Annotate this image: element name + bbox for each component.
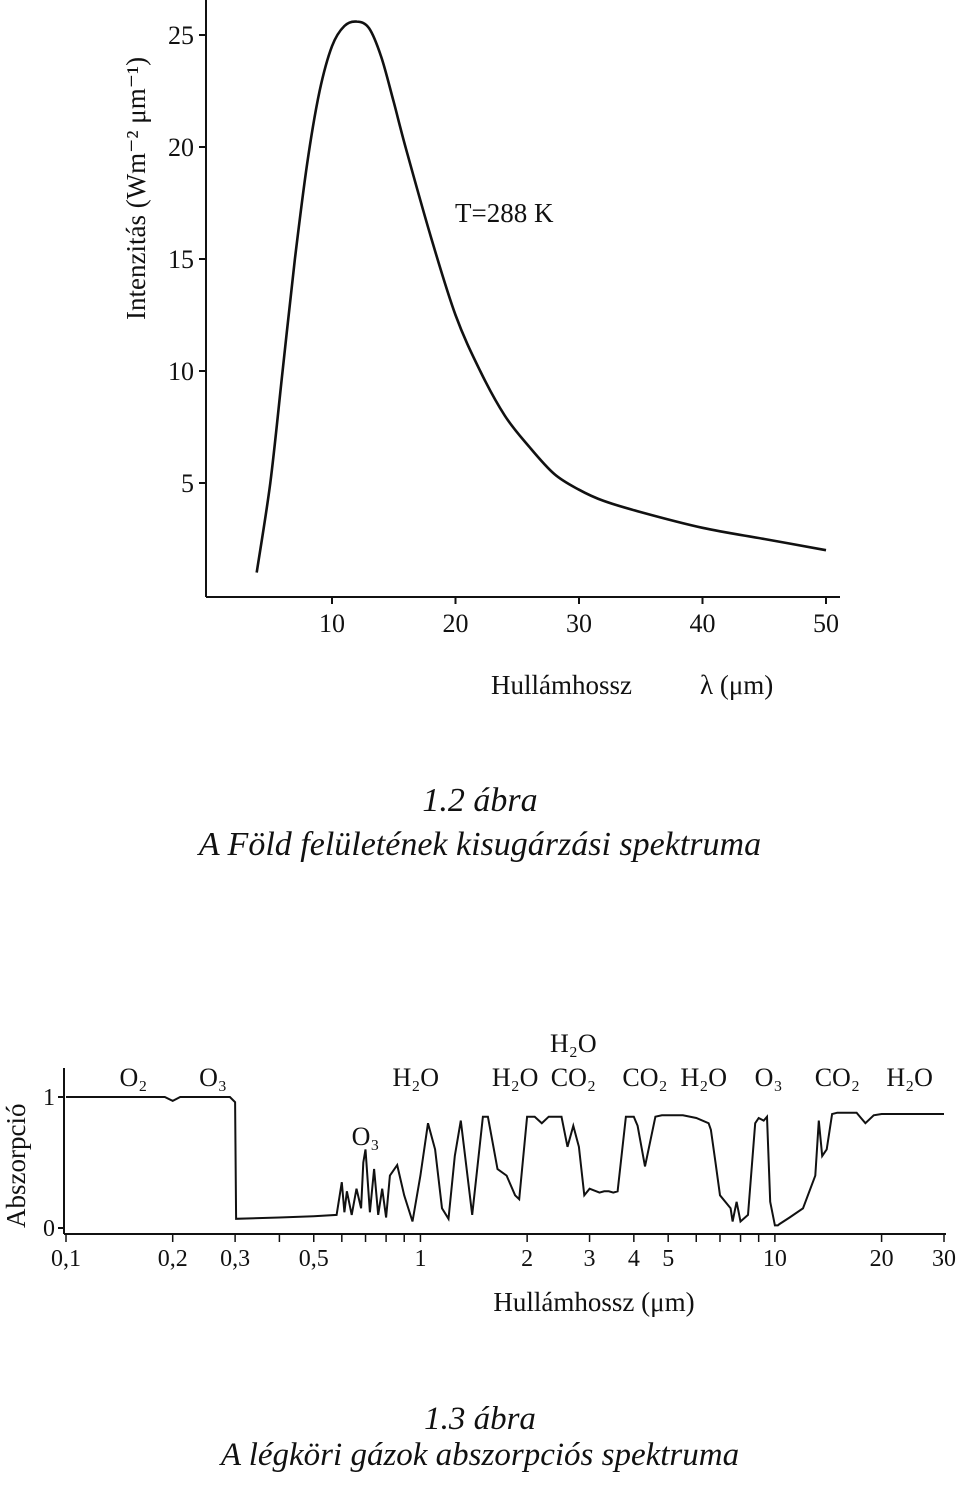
x-tick-label: 0,3 bbox=[220, 1246, 250, 1272]
x-tick-label: 1 bbox=[414, 1246, 426, 1272]
gas-label: CO₂ bbox=[551, 1063, 596, 1092]
chart-1: 5 10 15 20 25 10 20 30 40 50 Intenzitás (Wm⁻² μm… bbox=[121, 0, 840, 700]
gas-label: CO₂ bbox=[622, 1063, 667, 1092]
x-tick-label: 20 bbox=[870, 1246, 894, 1272]
x-tick-label: 0,5 bbox=[299, 1246, 329, 1272]
y-tick-label: 1 bbox=[43, 1085, 55, 1111]
gas-label: H₂O bbox=[492, 1063, 539, 1092]
gas-label: H₂O bbox=[392, 1063, 439, 1092]
y-axis-label: Intenzitás (Wm⁻² μm⁻¹) bbox=[121, 57, 151, 320]
x-tick-label: 20 bbox=[443, 609, 469, 638]
x-axis-label: Hullámhossz (μm) bbox=[493, 1287, 694, 1317]
gas-label: H₂O bbox=[886, 1063, 933, 1092]
figure-1-title: A Föld felületének kisugárzási spektruma bbox=[198, 826, 762, 863]
y-tick-label: 0 bbox=[43, 1216, 55, 1242]
gas-label: H₂O bbox=[550, 1029, 597, 1058]
figure-1-number: 1.2 ábra bbox=[422, 782, 538, 819]
y-tick-label: 15 bbox=[168, 245, 194, 274]
x-tick-label: 30 bbox=[566, 609, 592, 638]
gas-label: CO₂ bbox=[815, 1063, 860, 1092]
x-tick-label: 4 bbox=[628, 1246, 640, 1272]
gas-label: O₃ bbox=[755, 1063, 783, 1092]
gas-label: H₂O bbox=[680, 1063, 727, 1092]
absorption-curve bbox=[66, 1096, 944, 1227]
gas-label: O₃ bbox=[199, 1063, 227, 1092]
x-tick-label: 2 bbox=[521, 1246, 533, 1272]
gas-label: O₂ bbox=[120, 1063, 148, 1092]
x-axis-label: Hullámhossz bbox=[491, 670, 632, 700]
y-tick-label: 20 bbox=[168, 133, 194, 162]
gas-label: O₃ bbox=[352, 1122, 380, 1151]
x-tick-label: 40 bbox=[690, 609, 716, 638]
figure-2-number: 1.3 ábra bbox=[424, 1401, 536, 1437]
x-tick-label: 10 bbox=[319, 609, 345, 638]
x-tick-label: 10 bbox=[763, 1246, 787, 1272]
figure-2-title: A légköri gázok abszorpciós spektruma bbox=[220, 1437, 740, 1473]
x-tick-label: 3 bbox=[584, 1246, 596, 1272]
emission-curve bbox=[255, 20, 827, 573]
y-tick-label: 10 bbox=[168, 357, 194, 386]
temperature-annotation: T=288 K bbox=[455, 198, 554, 228]
x-tick-label: 5 bbox=[662, 1246, 674, 1272]
x-tick-label: 30 bbox=[932, 1246, 956, 1272]
y-axis-label: Abszorpció bbox=[1, 1104, 31, 1228]
chart-2: 0 1 0,1 0,2 0,3 0,5 1 2 3 4 5 10 20 30 O₂ O₃ O₃ H₂O H₂O H… bbox=[1, 1029, 956, 1317]
y-tick-label: 5 bbox=[181, 469, 194, 498]
x-axis-unit: λ (μm) bbox=[700, 670, 773, 700]
y-tick-label: 25 bbox=[168, 21, 194, 50]
x-tick-label: 0,1 bbox=[51, 1246, 81, 1272]
x-tick-label: 0,2 bbox=[158, 1246, 188, 1272]
x-tick-label: 50 bbox=[813, 609, 839, 638]
